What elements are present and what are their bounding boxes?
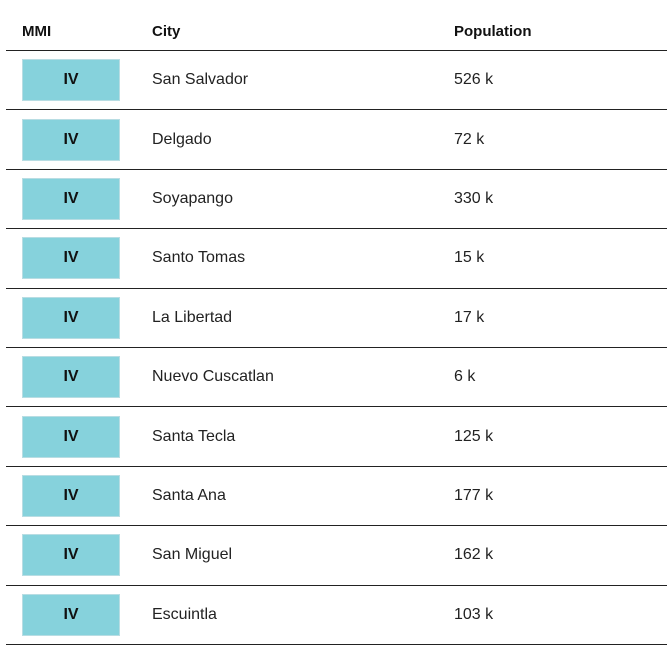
- population-cell: 6 k: [454, 368, 476, 386]
- population-cell: 330 k: [454, 189, 494, 207]
- table-row: IV Santa Ana 177 k: [6, 467, 667, 527]
- mmi-badge: IV: [22, 593, 120, 636]
- mmi-cell: IV: [6, 356, 136, 399]
- population-cell: 103 k: [454, 605, 494, 623]
- population-cell: 15 k: [454, 249, 485, 267]
- table-header: MMI City Population: [6, 12, 667, 51]
- population-cell: 526 k: [454, 71, 494, 89]
- city-cell: Soyapango: [152, 189, 233, 207]
- table-row: IV Delgado 72 k: [6, 110, 667, 170]
- table-row: IV Santo Tomas 15 k: [6, 229, 667, 289]
- population-exposure-table: MMI City Population IV San Salvador 526 …: [6, 12, 667, 645]
- city-cell: San Salvador: [152, 71, 249, 89]
- table-row: IV San Salvador 526 k: [6, 51, 667, 111]
- city-cell: Santa Ana: [152, 486, 226, 504]
- table-row: IV Escuintla 103 k: [6, 586, 667, 645]
- mmi-badge: IV: [22, 59, 120, 102]
- mmi-badge: IV: [22, 296, 120, 339]
- population-cell: 17 k: [454, 308, 485, 326]
- mmi-badge: IV: [22, 356, 120, 399]
- header-mmi[interactable]: MMI: [22, 22, 52, 40]
- city-cell: Delgado: [152, 130, 212, 148]
- mmi-badge: IV: [22, 474, 120, 517]
- population-cell: 72 k: [454, 130, 485, 148]
- mmi-cell: IV: [6, 118, 136, 161]
- mmi-cell: IV: [6, 415, 136, 458]
- table-row: IV Soyapango 330 k: [6, 170, 667, 230]
- city-cell: Santa Tecla: [152, 427, 236, 445]
- city-cell: San Miguel: [152, 546, 233, 564]
- mmi-cell: IV: [6, 237, 136, 280]
- mmi-cell: IV: [6, 593, 136, 636]
- population-cell: 125 k: [454, 427, 494, 445]
- city-cell: Nuevo Cuscatlan: [152, 368, 274, 386]
- mmi-cell: IV: [6, 534, 136, 577]
- mmi-cell: IV: [6, 59, 136, 102]
- table-row: IV Santa Tecla 125 k: [6, 407, 667, 467]
- mmi-badge: IV: [22, 237, 120, 280]
- table-row: IV Nuevo Cuscatlan 6 k: [6, 348, 667, 408]
- city-cell: La Libertad: [152, 308, 233, 326]
- header-city[interactable]: City: [152, 22, 181, 40]
- city-cell: Santo Tomas: [152, 249, 246, 267]
- mmi-cell: IV: [6, 296, 136, 339]
- mmi-badge: IV: [22, 177, 120, 220]
- mmi-cell: IV: [6, 177, 136, 220]
- mmi-badge: IV: [22, 118, 120, 161]
- city-cell: Escuintla: [152, 605, 217, 623]
- mmi-badge: IV: [22, 415, 120, 458]
- population-cell: 162 k: [454, 546, 494, 564]
- table-row: IV La Libertad 17 k: [6, 289, 667, 348]
- population-cell: 177 k: [454, 486, 494, 504]
- mmi-cell: IV: [6, 474, 136, 517]
- mmi-badge: IV: [22, 534, 120, 577]
- table-row: IV San Miguel 162 k: [6, 526, 667, 586]
- header-population[interactable]: Population: [454, 22, 532, 40]
